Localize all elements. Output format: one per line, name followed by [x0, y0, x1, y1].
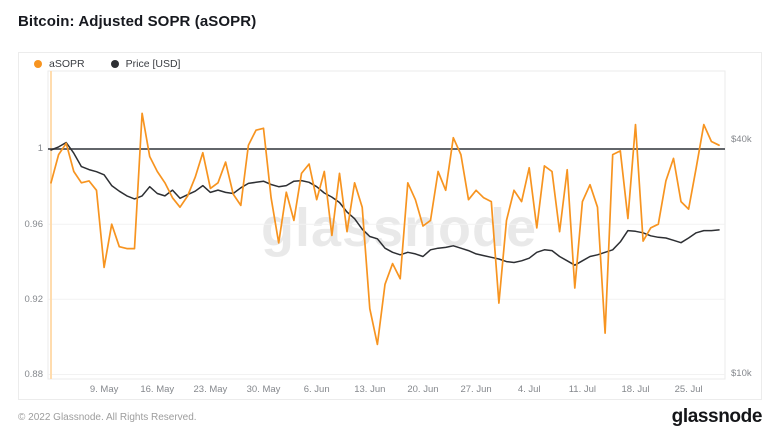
x-axis-tick: 23. May — [193, 384, 228, 395]
legend-item-asopr[interactable]: aSOPR — [34, 58, 85, 70]
footer-copyright: © 2022 Glassnode. All Rights Reserved. — [18, 412, 197, 423]
x-axis-tick: 20. Jun — [407, 384, 439, 395]
x-axis-tick: 25. Jul — [674, 384, 703, 395]
x-axis-tick: 13. Jun — [354, 384, 386, 395]
chart-legend: aSOPR Price [USD] — [34, 58, 180, 70]
asopr-series-dot-icon — [34, 60, 42, 68]
x-axis-tick: 4. Jul — [517, 384, 541, 395]
chart-card: aSOPR Price [USD] glassnode 1 0.96 0.92 0.8… — [18, 52, 762, 400]
page-title: Bitcoin: Adjusted SOPR (aSOPR) — [18, 13, 257, 30]
price-series-dot-icon — [110, 60, 119, 68]
legend-label-asopr: aSOPR — [49, 58, 85, 70]
x-axis-tick: 9. May — [89, 384, 119, 395]
y-axis-tick-left: 0.92 — [24, 293, 44, 305]
y-axis-tick-left: 0.96 — [24, 218, 44, 230]
y-axis-tick-right: $40k — [731, 133, 752, 145]
chart-plot-canvas[interactable] — [19, 53, 763, 401]
legend-label-price: Price [USD] — [125, 58, 181, 70]
x-axis-tick: 30. May — [246, 384, 281, 395]
y-axis-tick-left: 0.88 — [24, 368, 44, 380]
y-axis-tick-right: $10k — [731, 368, 752, 380]
glassnode-logo[interactable]: glassnode — [671, 406, 763, 427]
legend-item-price[interactable]: Price [USD] — [110, 58, 181, 70]
x-axis-tick: 11. Jul — [568, 384, 597, 395]
x-axis-tick: 27. Jun — [460, 384, 492, 395]
x-axis-tick: 16. May — [140, 384, 175, 395]
x-axis-tick: 6. Jun — [303, 384, 330, 395]
x-axis-tick: 18. Jul — [621, 384, 650, 395]
y-axis-tick-left: 1 — [37, 143, 43, 155]
